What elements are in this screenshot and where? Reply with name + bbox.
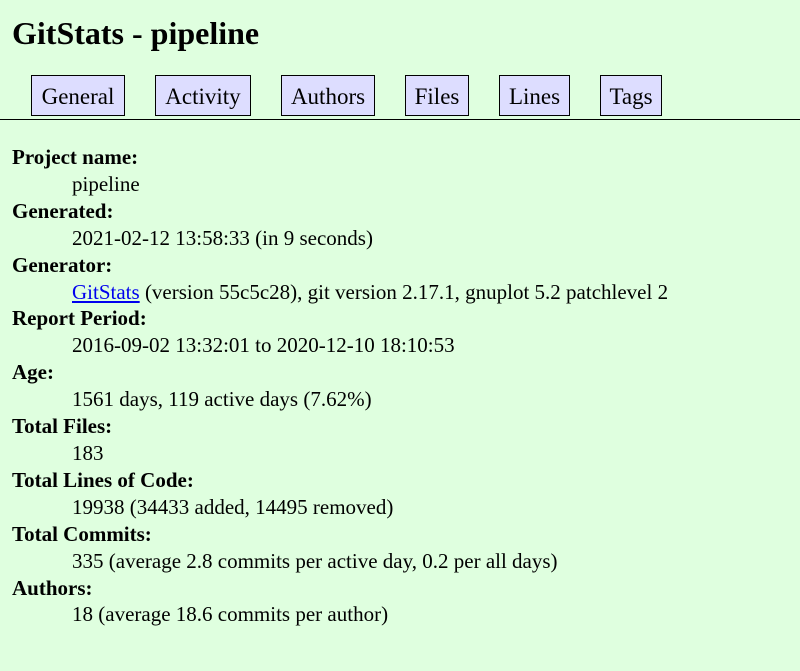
total-lines-label: Total Lines of Code: — [12, 467, 194, 492]
tab-tags[interactable]: Tags — [600, 75, 662, 116]
total-files-label: Total Files: — [12, 414, 113, 439]
page-title: GitStats - pipeline — [12, 15, 260, 51]
generated-label: Generated: — [12, 198, 114, 223]
authors-value: 18 (average 18.6 commits per author) — [72, 602, 389, 627]
total-commits-value: 335 (average 2.8 commits per active day,… — [72, 548, 558, 573]
nav-bar: General Activity Authors Files Lines Tag… — [0, 75, 800, 120]
report-period-value: 2016-09-02 13:32:01 to 2020-12-10 18:10:… — [72, 333, 455, 358]
project-name-label: Project name: — [12, 145, 139, 169]
generated-value: 2021-02-12 13:58:33 (in 9 seconds) — [72, 225, 373, 250]
total-lines-value: 19938 (34433 added, 14495 removed) — [72, 494, 394, 519]
generator-version-text: (version 55c5c28), git version 2.17.1, g… — [139, 279, 669, 304]
tab-lines[interactable]: Lines — [499, 75, 570, 116]
tab-activity[interactable]: Activity — [155, 75, 251, 116]
age-label: Age: — [12, 360, 54, 385]
tab-files[interactable]: Files — [405, 75, 469, 116]
authors-label: Authors: — [12, 575, 93, 600]
gitstats-link[interactable]: GitStats — [72, 279, 140, 304]
age-value: 1561 days, 119 active days (7.62%) — [72, 387, 372, 412]
general-info-list: Project name: pipeline Generated: 2021-0… — [12, 144, 668, 628]
tab-general[interactable]: General — [31, 75, 125, 116]
tab-authors[interactable]: Authors — [281, 75, 375, 116]
project-name-value: pipeline — [72, 171, 140, 196]
generator-label: Generator: — [12, 252, 113, 277]
total-commits-label: Total Commits: — [12, 521, 152, 546]
report-period-label: Report Period: — [12, 306, 147, 331]
total-files-value: 183 — [72, 440, 104, 465]
generator-value: GitStats (version 55c5c28), git version … — [72, 279, 668, 306]
